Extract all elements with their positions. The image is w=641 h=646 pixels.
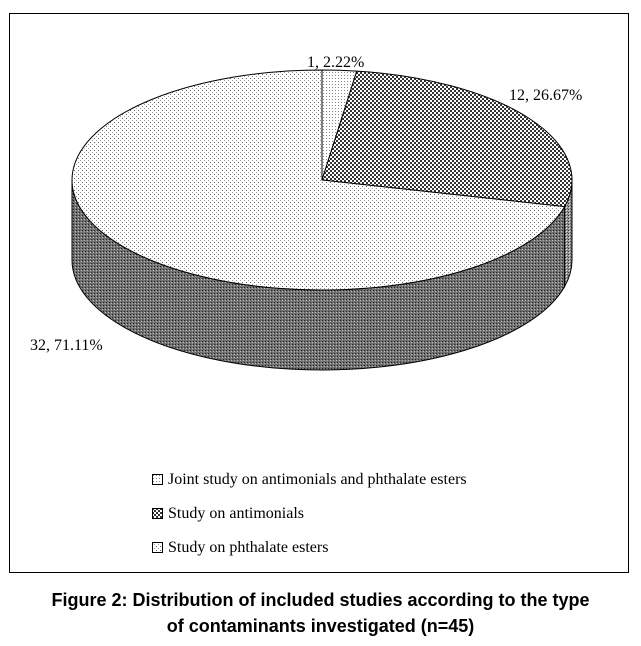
legend-item-joint: Joint study on antimonials and phthalate… xyxy=(152,471,467,505)
data-label-phthalate: 32, 71.11% xyxy=(30,337,103,354)
pie-data-labels: 1, 2.22% 12, 26.67% 32, 71.11% xyxy=(30,54,582,354)
pie-top-faces xyxy=(71,69,573,291)
figure-caption: Figure 2: Distribution of included studi… xyxy=(0,587,641,639)
legend-label-antimonials: Study on antimonials xyxy=(168,505,304,522)
data-label-antimonials: 12, 26.67% xyxy=(509,87,582,104)
legend-swatch-antimonials xyxy=(152,508,163,519)
chart-frame: 1, 2.22% 12, 26.67% 32, 71.11% Joint study… xyxy=(9,13,629,573)
caption-line-2: of contaminants investigated (n=45) xyxy=(166,616,475,636)
legend-label-joint: Joint study on antimonials and phthalate… xyxy=(168,471,467,488)
data-label-joint: 1, 2.22% xyxy=(307,54,364,71)
legend-swatch-phthalate xyxy=(152,542,163,553)
legend-item-antimonials: Study on antimonials xyxy=(152,505,467,539)
legend: Joint study on antimonials and phthalate… xyxy=(152,471,467,573)
legend-swatch-joint xyxy=(152,474,163,485)
legend-item-phthalate: Study on phthalate esters xyxy=(152,539,467,573)
pie-slice-phthalate xyxy=(71,69,566,291)
legend-label-phthalate: Study on phthalate esters xyxy=(168,539,329,556)
pie-chart: 1, 2.22% 12, 26.67% 32, 71.11% xyxy=(30,54,582,371)
caption-line-1: Figure 2: Distribution of included studi… xyxy=(51,590,590,610)
pie-slice-antimonials xyxy=(321,70,573,208)
